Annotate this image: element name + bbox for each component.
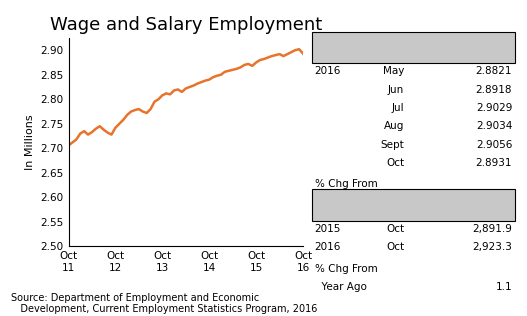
- Text: Jul: Jul: [392, 103, 404, 113]
- Y-axis label: In Millions: In Millions: [25, 114, 35, 170]
- Text: 2.8931: 2.8931: [476, 158, 512, 168]
- Text: 1.1: 1.1: [495, 282, 512, 292]
- Text: 2.8918: 2.8918: [476, 85, 512, 95]
- Text: Oct: Oct: [386, 224, 404, 234]
- Text: 2.9034: 2.9034: [476, 121, 512, 131]
- Text: 2,891.9: 2,891.9: [472, 224, 512, 234]
- Text: Year Ago: Year Ago: [315, 282, 366, 292]
- Text: Month Ago: Month Ago: [315, 198, 374, 208]
- Text: 2.9056: 2.9056: [476, 140, 512, 150]
- Text: 2016: 2016: [315, 242, 341, 252]
- Text: 2015: 2015: [315, 224, 341, 234]
- Text: Jun: Jun: [388, 85, 404, 95]
- Text: % Chg From: % Chg From: [315, 264, 377, 274]
- Text: 2016: 2016: [315, 66, 341, 76]
- Text: Aug: Aug: [384, 121, 404, 131]
- Text: Oct: Oct: [386, 242, 404, 252]
- Text: -0.4: -0.4: [492, 198, 512, 208]
- Title: Wage and Salary Employment: Wage and Salary Employment: [50, 15, 322, 33]
- Text: Oct: Oct: [386, 158, 404, 168]
- Text: unadjusted: unadjusted: [384, 200, 443, 210]
- Text: Sept: Sept: [380, 140, 404, 150]
- Text: 2.9029: 2.9029: [476, 103, 512, 113]
- Text: seasonally adjusted: seasonally adjusted: [362, 42, 465, 52]
- Text: % Chg From: % Chg From: [315, 179, 377, 190]
- Text: May: May: [383, 66, 404, 76]
- Text: Source: Department of Employment and Economic
   Development, Current Employment: Source: Department of Employment and Eco…: [11, 293, 317, 314]
- Text: 2.8821: 2.8821: [476, 66, 512, 76]
- Text: 2,923.3: 2,923.3: [472, 242, 512, 252]
